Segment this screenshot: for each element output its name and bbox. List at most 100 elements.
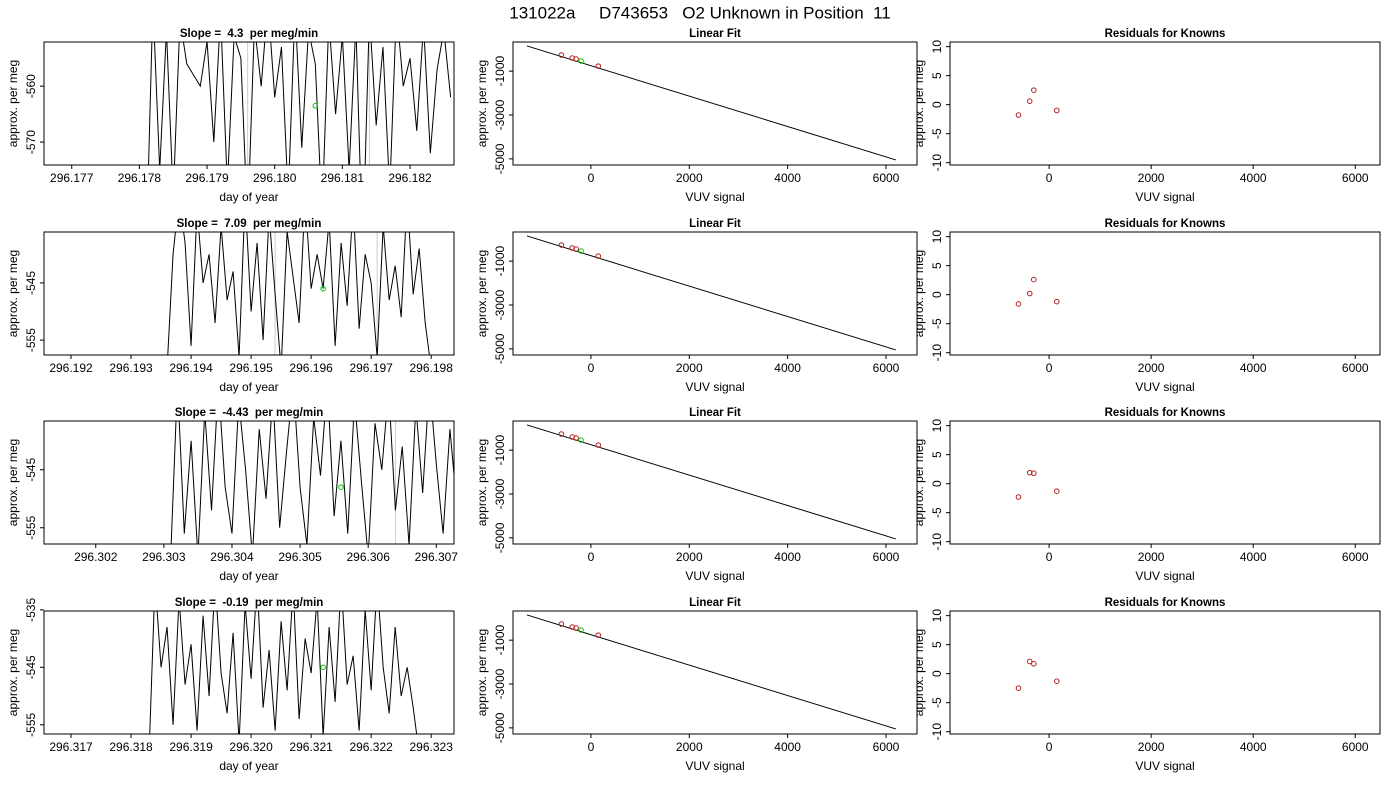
- data-point: [1053, 678, 1060, 685]
- x-tick-label: 296.178: [118, 171, 162, 185]
- y-tick-label: 5: [930, 72, 944, 79]
- x-tick-label: 4000: [774, 550, 801, 564]
- x-tick-label: 296.181: [321, 171, 365, 185]
- plot-frame: [512, 231, 918, 356]
- x-tick-label: 296.180: [253, 171, 297, 185]
- x-tick-label: 296.194: [169, 361, 213, 375]
- y-tick-label: -1000: [493, 55, 507, 86]
- panel: Residuals for Knowns VUV signal approx. pe…: [912, 597, 1381, 773]
- x-tick-label: 6000: [873, 550, 900, 564]
- y-tick-label: 0: [930, 101, 944, 108]
- x-tick-label: 6000: [1342, 171, 1369, 185]
- panel-title: Linear Fit: [689, 407, 741, 419]
- panel: Slope = 7.09 per meg/min day of year appro…: [6, 218, 455, 394]
- panel-title: Slope = 4.3 per meg/min: [180, 28, 318, 40]
- x-tick-label: 4000: [1240, 361, 1267, 375]
- plot-frame: [512, 420, 918, 545]
- data-point: [1053, 107, 1060, 114]
- data-point: [558, 52, 565, 58]
- data-point: [1030, 87, 1037, 93]
- y-tick-label: -5: [930, 697, 944, 708]
- panel-title: Slope = 7.09 per meg/min: [177, 218, 322, 230]
- plot-frame: [512, 610, 918, 735]
- highlight-point: [578, 58, 584, 64]
- y-axis-label: approx. per meg: [912, 60, 926, 147]
- highlight-point: [578, 437, 584, 443]
- y-tick-label: -5000: [493, 522, 507, 553]
- x-tick-label: 296.195: [229, 361, 273, 375]
- data-point: [1015, 685, 1022, 691]
- data-line: [170, 421, 454, 544]
- data-point: [595, 63, 602, 69]
- x-tick-label: 296.198: [409, 361, 453, 375]
- y-tick-label: -10: [930, 154, 944, 172]
- plot-area: [526, 45, 896, 161]
- x-tick-label: 0: [588, 740, 595, 754]
- y-tick-label: 0: [930, 291, 944, 298]
- x-axis-label: VUV signal: [685, 759, 744, 773]
- panel-title: Residuals for Knowns: [1105, 407, 1226, 419]
- x-tick-label: 4000: [1240, 171, 1267, 185]
- y-tick-label: -3000: [493, 668, 507, 699]
- y-tick-label: -5000: [493, 143, 507, 174]
- data-point: [1026, 98, 1033, 104]
- plot-frame: [949, 231, 1381, 356]
- data-point: [1015, 301, 1022, 307]
- x-tick-label: 296.179: [185, 171, 229, 185]
- data-point: [595, 253, 602, 259]
- plot-area: [526, 614, 896, 730]
- y-tick-label: -1000: [493, 245, 507, 276]
- data-point: [1015, 494, 1022, 500]
- x-axis-label: VUV signal: [1135, 190, 1194, 204]
- x-tick-label: 4000: [1240, 740, 1267, 754]
- y-tick-label: -10: [930, 533, 944, 551]
- fit-line: [526, 235, 896, 351]
- data-point: [595, 442, 602, 448]
- x-tick-label: 6000: [1342, 550, 1369, 564]
- plot-area: [1015, 276, 1060, 307]
- x-tick-label: 2000: [676, 550, 703, 564]
- x-tick-label: 6000: [873, 740, 900, 754]
- y-tick-label: -555: [24, 712, 38, 736]
- y-axis-label: approx. per meg: [475, 60, 489, 147]
- y-tick-label: -5: [930, 507, 944, 518]
- y-tick-label: -5000: [493, 712, 507, 743]
- y-axis-label: approx. per meg: [6, 439, 20, 526]
- panel-title: Linear Fit: [689, 218, 741, 230]
- panel: Linear Fit VUV signal approx. per meg 0 2000…: [475, 597, 918, 773]
- panel: Slope = -0.19 per meg/min day of year appr…: [6, 597, 455, 773]
- x-tick-label: 296.322: [349, 740, 393, 754]
- x-tick-label: 296.177: [50, 171, 94, 185]
- plot-frame: [512, 41, 918, 166]
- x-axis-label: day of year: [219, 569, 278, 583]
- y-tick-label: -1000: [493, 624, 507, 655]
- plot-area: [167, 232, 430, 355]
- data-point: [1030, 470, 1037, 477]
- fit-line: [526, 614, 896, 730]
- x-axis-label: day of year: [219, 380, 278, 394]
- y-tick-label: -10: [930, 723, 944, 741]
- y-tick-label: -3000: [493, 289, 507, 320]
- plot-area: [1015, 469, 1060, 500]
- data-point: [573, 246, 579, 252]
- data-point: [595, 632, 602, 638]
- x-axis-label: day of year: [219, 190, 278, 204]
- y-axis-label: approx. per meg: [912, 250, 926, 337]
- panel: Residuals for Knowns VUV signal approx. pe…: [912, 218, 1381, 394]
- x-axis-label: VUV signal: [1135, 569, 1194, 583]
- x-tick-label: 4000: [774, 740, 801, 754]
- data-point: [558, 242, 565, 248]
- x-tick-label: 296.302: [74, 550, 118, 564]
- x-tick-label: 4000: [774, 361, 801, 375]
- panel: Residuals for Knowns VUV signal approx. pe…: [912, 28, 1381, 204]
- data-line: [167, 232, 430, 355]
- data-point: [558, 621, 565, 627]
- highlight-point: [312, 102, 319, 109]
- data-point: [1053, 298, 1060, 305]
- plot-frame: [949, 41, 1381, 166]
- x-axis-label: VUV signal: [1135, 380, 1194, 394]
- plot-frame: [43, 420, 455, 545]
- x-tick-label: 296.321: [289, 740, 333, 754]
- x-tick-label: 4000: [1240, 550, 1267, 564]
